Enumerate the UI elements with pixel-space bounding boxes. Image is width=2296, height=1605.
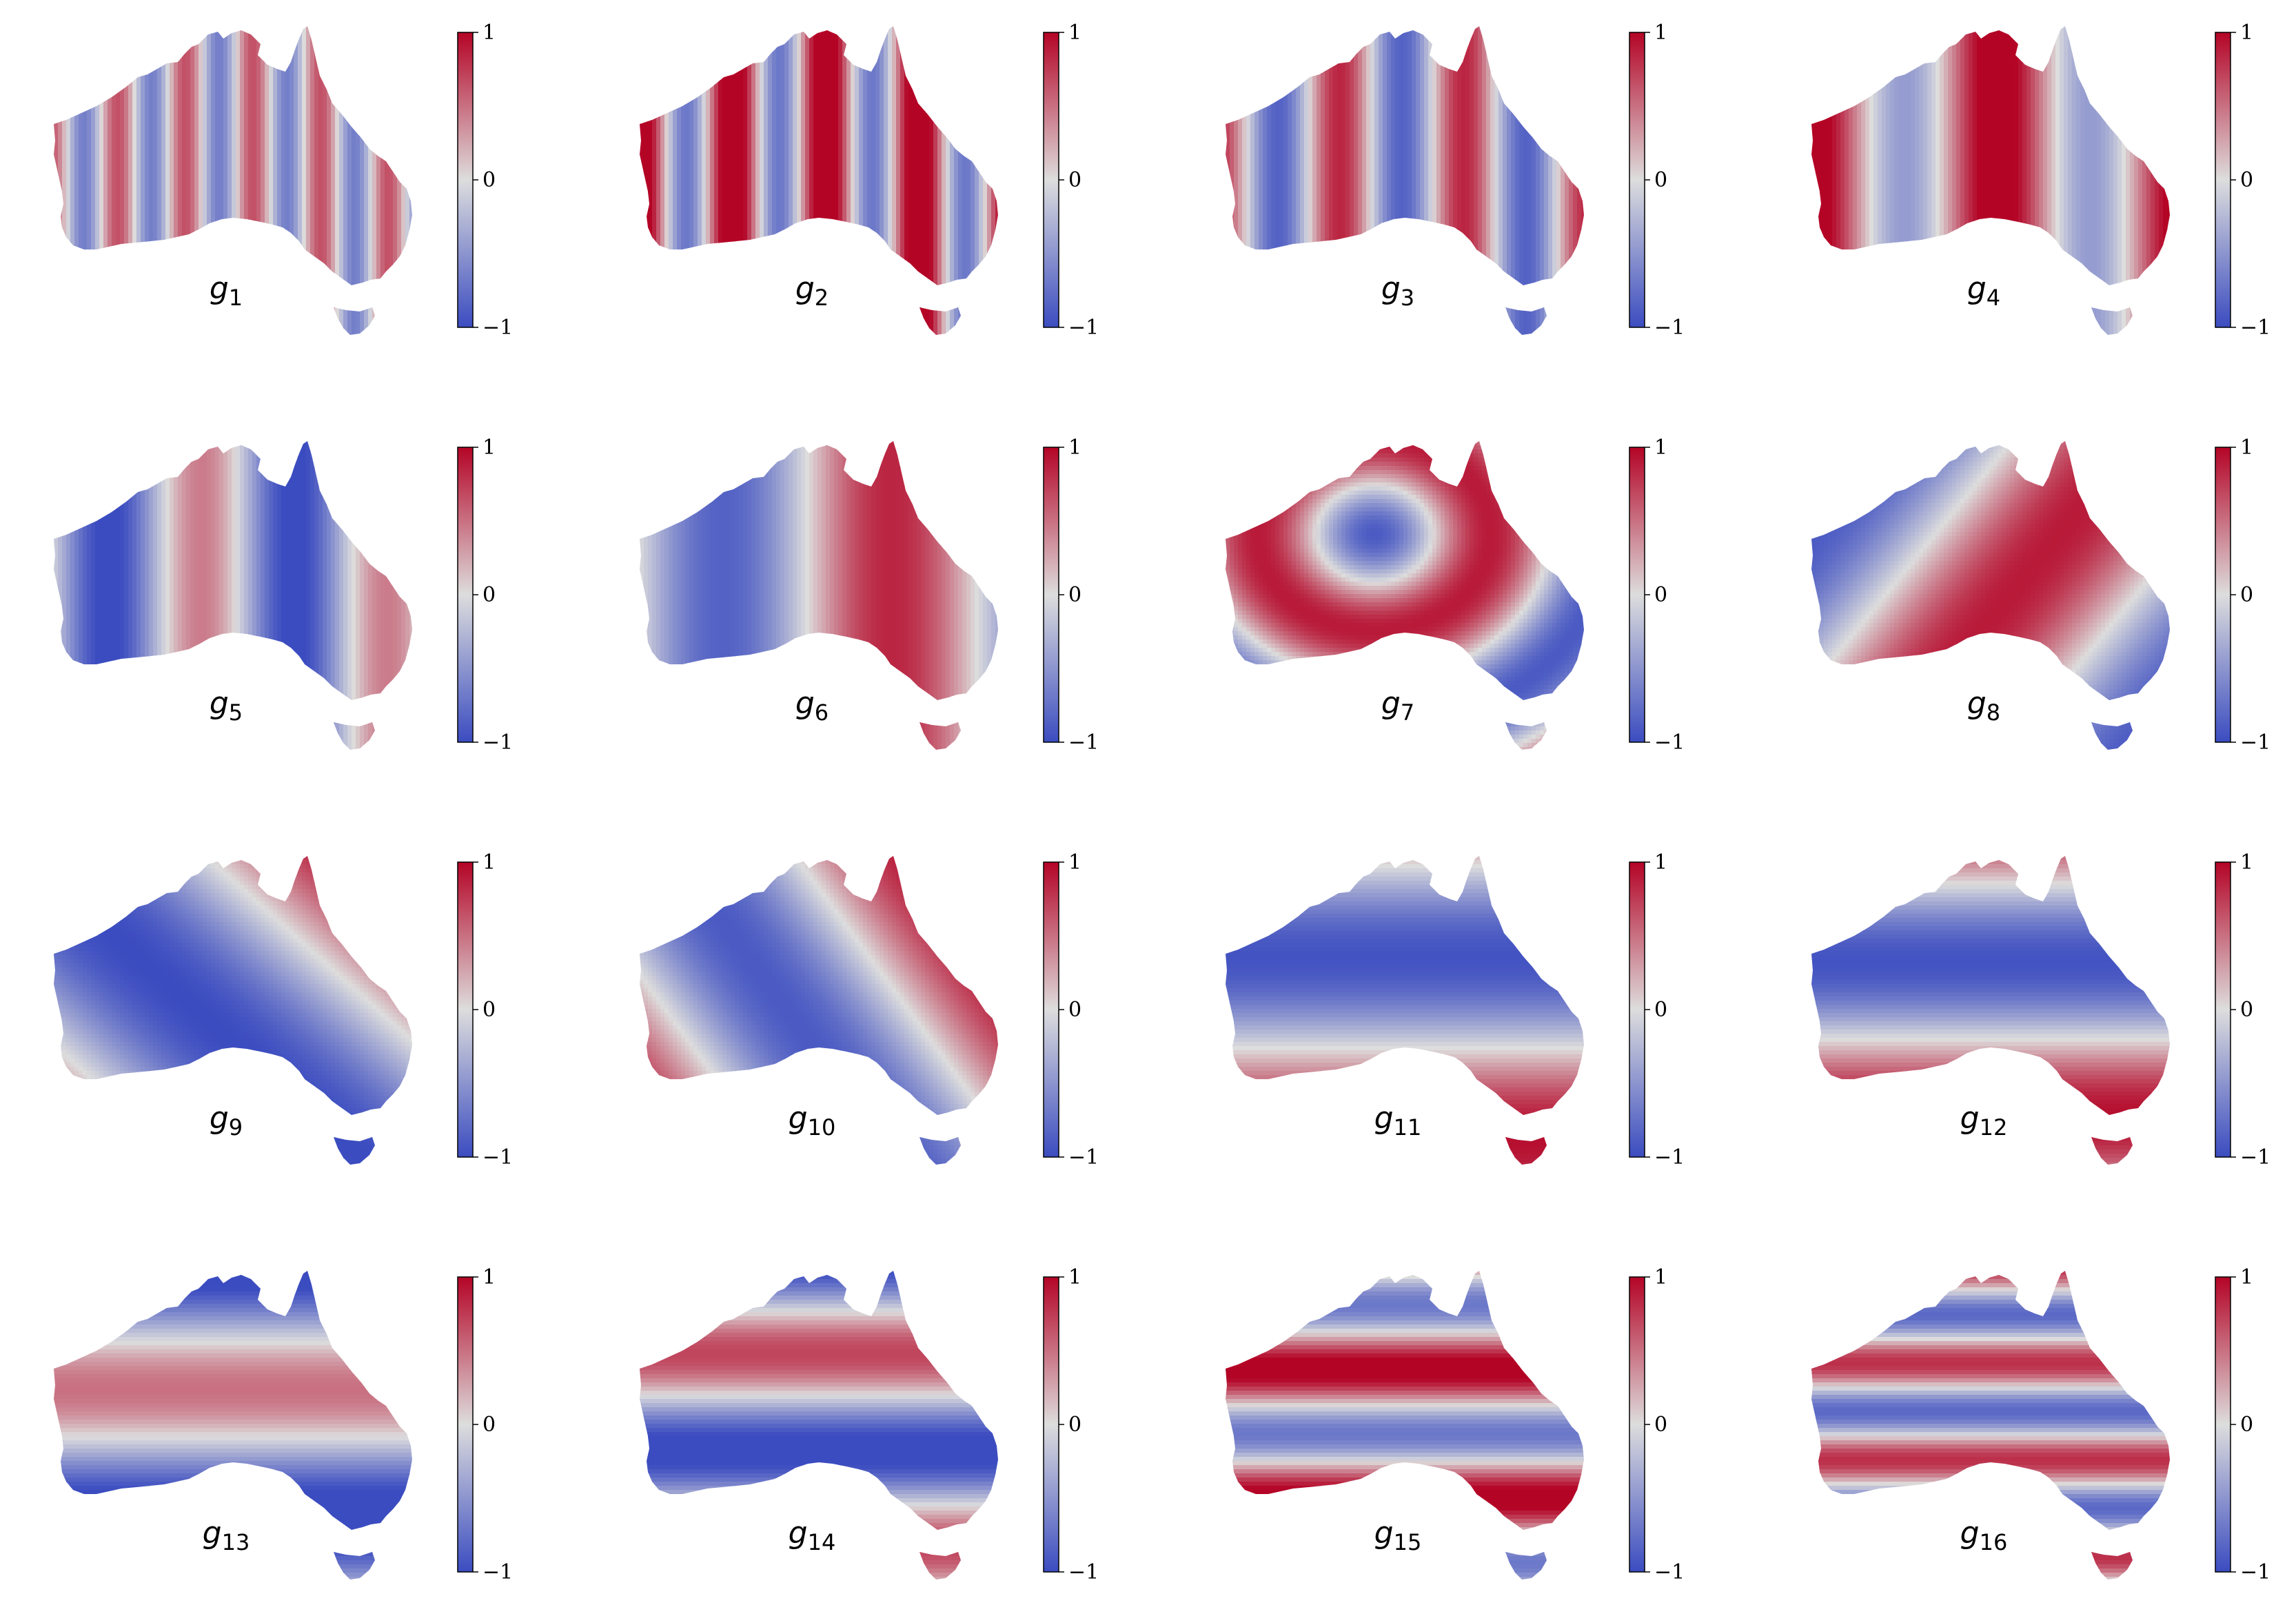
colorbar-tick-label: −1 [1654,730,1685,755]
panel-label: g15 [1374,1515,1422,1555]
colorbar-tick-label: 0 [2240,998,2253,1022]
colorbar-tick-label: 1 [482,436,496,460]
colorbar [1629,32,1645,327]
panel-label: g16 [1960,1515,2008,1555]
colorbar [458,862,473,1157]
panel-g1: g1 1 0 −1 [54,21,513,340]
panel-g16: g16 1 0 −1 [1811,1265,2270,1584]
panel-label: g8 [1967,686,2000,726]
colorbar-tick-label: −1 [1654,1560,1685,1584]
colorbar-tick-label: −1 [2240,730,2270,755]
panel-g12: g12 1 0 −1 [1811,850,2270,1169]
colorbar-tick-label: 0 [1068,998,1081,1022]
colorbar-tick-label: 1 [1654,21,1667,45]
colorbar [1044,1277,1059,1572]
colorbar-tick-label: −1 [1068,730,1099,755]
colorbar [2215,32,2231,327]
panel-label: g13 [203,1515,250,1555]
colorbar-tick-label: −1 [1068,1560,1099,1584]
colorbar-tick-label: −1 [482,1560,513,1584]
colorbar-tick-label: −1 [2240,1560,2270,1584]
colorbar-tick-label: 0 [1654,1413,1667,1437]
colorbar-tick-label: 1 [1068,850,1081,875]
panel-label: g12 [1960,1101,2008,1141]
colorbar-tick-label: −1 [2240,316,2270,340]
colorbar-tick-label: 0 [1068,1413,1081,1437]
panel-label: g9 [210,1101,243,1141]
colorbar-tick-label: 1 [1654,850,1667,875]
colorbar [1044,32,1059,327]
colorbar [458,32,473,327]
panel-g14: g14 1 0 −1 [640,1265,1099,1584]
colorbar-tick-label: 1 [1654,436,1667,460]
panel-g4: g4 1 0 −1 [1811,21,2270,340]
colorbar-tick-label: −1 [482,1145,513,1169]
colorbar-tick-label: 1 [1654,1265,1667,1289]
panel-g8: g8 1 0 −1 [1811,436,2270,755]
colorbar-tick-label: −1 [2240,1145,2270,1169]
colorbar [458,447,473,742]
panel-label: g2 [795,271,829,311]
colorbar-tick-label: 0 [1068,583,1081,607]
colorbar-tick-label: 0 [482,168,496,192]
colorbar-tick-label: 1 [482,1265,496,1289]
colorbar-tick-label: 0 [2240,168,2253,192]
colorbar [458,1277,473,1572]
colorbar [2215,862,2231,1157]
colorbar-tick-label: 0 [482,583,496,607]
panel-g10: g10 1 0 −1 [640,850,1099,1169]
colorbar-tick-label: 1 [2240,436,2253,460]
colorbar-tick-label: −1 [482,730,513,755]
colorbar [1044,862,1059,1157]
colorbar-tick-label: 0 [1654,583,1667,607]
colorbar-tick-label: 1 [1068,1265,1081,1289]
colorbar-tick-label: 1 [1068,436,1081,460]
colorbar [2215,1277,2231,1572]
colorbar-tick-label: 1 [2240,850,2253,875]
panel-g2: g2 1 0 −1 [640,21,1099,340]
panel-label: g1 [210,271,243,311]
colorbar-tick-label: 1 [2240,1265,2253,1289]
colorbar-tick-label: 0 [2240,1413,2253,1437]
colorbar-tick-label: −1 [1068,1145,1099,1169]
colorbar [1629,862,1645,1157]
colorbar-tick-label: 0 [2240,583,2253,607]
colorbar-tick-label: 0 [1654,998,1667,1022]
panel-g6: g6 1 0 −1 [640,436,1099,755]
colorbar-tick-label: −1 [1068,316,1099,340]
colorbar-tick-label: −1 [1654,316,1685,340]
panel-label: g11 [1374,1101,1422,1141]
panel-label: g7 [1381,686,1414,726]
colorbar-tick-label: 0 [1068,168,1081,192]
colorbar-tick-label: 0 [482,1413,496,1437]
panel-g15: g15 1 0 −1 [1226,1265,1685,1584]
colorbar [1044,447,1059,742]
panel-label: g3 [1381,271,1414,311]
colorbar-tick-label: 0 [482,998,496,1022]
panel-label: g14 [789,1515,836,1555]
colorbar-tick-label: −1 [1654,1145,1685,1169]
panel-label: g5 [210,686,243,726]
colorbar [2215,447,2231,742]
colorbar-tick-label: 1 [2240,21,2253,45]
colorbar-tick-label: 1 [482,21,496,45]
panel-g5: g5 1 0 −1 [54,436,513,755]
colorbar [1629,1277,1645,1572]
colorbar [1629,447,1645,742]
panel-g7: g7 1 0 −1 [1226,436,1685,755]
panel-g11: g11 1 0 −1 [1226,850,1685,1169]
panel-label: g4 [1967,271,2000,311]
panel-g3: g3 1 0 −1 [1226,21,1685,340]
colorbar-tick-label: 0 [1654,168,1667,192]
panel-label: g10 [789,1101,836,1141]
panel-label: g6 [795,686,829,726]
panel-g9: g9 1 0 −1 [54,850,513,1169]
colorbar-tick-label: 1 [1068,21,1081,45]
colorbar-tick-label: −1 [482,316,513,340]
colorbar-tick-label: 1 [482,850,496,875]
panel-g13: g13 1 0 −1 [54,1265,513,1584]
